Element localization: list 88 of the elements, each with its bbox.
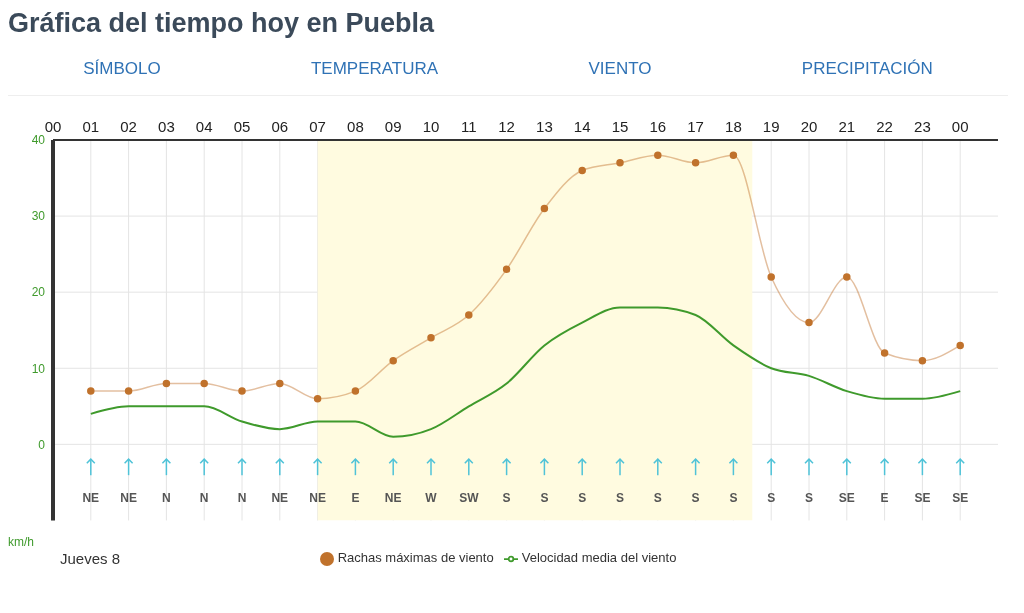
- point: [918, 356, 927, 365]
- point: [729, 151, 738, 159]
- annotation: SW: [459, 490, 480, 505]
- point: [578, 166, 586, 175]
- annotation: SE: [952, 490, 969, 505]
- point: [843, 273, 851, 281]
- y-tick-label: 40: [31, 133, 46, 148]
- point: [956, 341, 964, 350]
- y-tick-label: 10: [31, 361, 46, 376]
- point: [654, 151, 662, 159]
- annotation: SE: [914, 490, 931, 505]
- x-tick-label: 13: [536, 118, 553, 135]
- annotation: NE: [309, 490, 326, 505]
- x-tick-label: 00: [951, 118, 969, 135]
- annotation: S: [653, 490, 662, 505]
- point: [427, 334, 435, 342]
- point: [880, 349, 889, 357]
- text: TEMPERATURA: [310, 59, 439, 79]
- x-tick-label: 16: [649, 118, 667, 135]
- annotation: SE: [838, 490, 855, 505]
- point: [351, 387, 360, 395]
- x-tick-label: 23: [914, 118, 931, 135]
- annotation: S: [502, 490, 511, 505]
- annotation: S: [578, 490, 587, 505]
- y-axis-title: km/h: [8, 535, 35, 549]
- x-tick-label: 17: [687, 118, 704, 135]
- x-tick-label: 09: [384, 118, 402, 135]
- point: [87, 387, 95, 395]
- point: [200, 379, 208, 388]
- x-tick-label: 08: [347, 118, 364, 135]
- y-tick-label: 0: [38, 437, 46, 452]
- annotation: S: [729, 490, 738, 505]
- point: [767, 273, 775, 281]
- point: [691, 159, 700, 167]
- x-tick-label: 19: [762, 118, 780, 135]
- x-tick-label: 01: [82, 118, 100, 135]
- x-tick-label: 03: [158, 118, 175, 135]
- x-tick-label: 18: [725, 118, 742, 135]
- point: [162, 379, 171, 388]
- x-tick-label: 00: [44, 118, 62, 135]
- point: [238, 387, 246, 395]
- legend-label: Velocidad media del viento: [521, 550, 677, 566]
- x-tick-label: 15: [611, 118, 629, 135]
- annotation: E: [880, 490, 889, 505]
- x-tick-label: 14: [573, 118, 591, 135]
- annotation: E: [351, 490, 360, 505]
- y-tick-label: 20: [31, 285, 46, 300]
- y-tick-label: 30: [31, 209, 46, 224]
- x-tick-label: 07: [309, 118, 326, 135]
- x-tick-label: 05: [233, 118, 251, 135]
- x-tick-label: 21: [838, 118, 856, 135]
- legend-label: Rachas máximas de viento: [337, 550, 494, 566]
- chart-title: Gráfica del tiempo hoy en Puebla: [8, 8, 436, 39]
- x-tick-label: 10: [422, 118, 440, 135]
- annotation: S: [804, 490, 814, 505]
- x-tick-label: 20: [800, 118, 818, 135]
- annotation: S: [691, 490, 700, 505]
- x-tick-label: 22: [876, 118, 893, 135]
- annotation: W: [425, 490, 438, 505]
- annotation: S: [540, 490, 549, 505]
- point: [540, 204, 549, 213]
- x-tick-label: 02: [120, 118, 137, 135]
- text: SÍMBOLO: [83, 59, 161, 79]
- annotation: S: [767, 490, 776, 505]
- point: [276, 379, 284, 388]
- annotation: N: [162, 490, 171, 505]
- point: [313, 394, 322, 403]
- point: [805, 318, 813, 327]
- point: [124, 387, 133, 395]
- annotation: NE: [82, 490, 100, 505]
- annotation: NE: [384, 490, 402, 505]
- annotation: NE: [271, 490, 289, 505]
- point: [502, 265, 511, 274]
- point: [465, 311, 473, 319]
- x-tick-label: 11: [461, 118, 477, 135]
- point: [389, 356, 397, 365]
- point: [616, 159, 624, 167]
- line-series: [89, 306, 962, 438]
- x-tick-label: 06: [271, 118, 289, 135]
- annotation: S: [615, 490, 625, 505]
- annotation: N: [237, 490, 247, 505]
- text: VIENTO: [588, 59, 652, 79]
- annotation: NE: [120, 490, 137, 505]
- text: PRECIPITACIÓN: [801, 59, 933, 79]
- x-tick-label: 04: [195, 118, 213, 135]
- x-tick-label: 12: [498, 118, 515, 135]
- text: Jueves 8: [60, 550, 121, 567]
- annotation: N: [199, 490, 209, 505]
